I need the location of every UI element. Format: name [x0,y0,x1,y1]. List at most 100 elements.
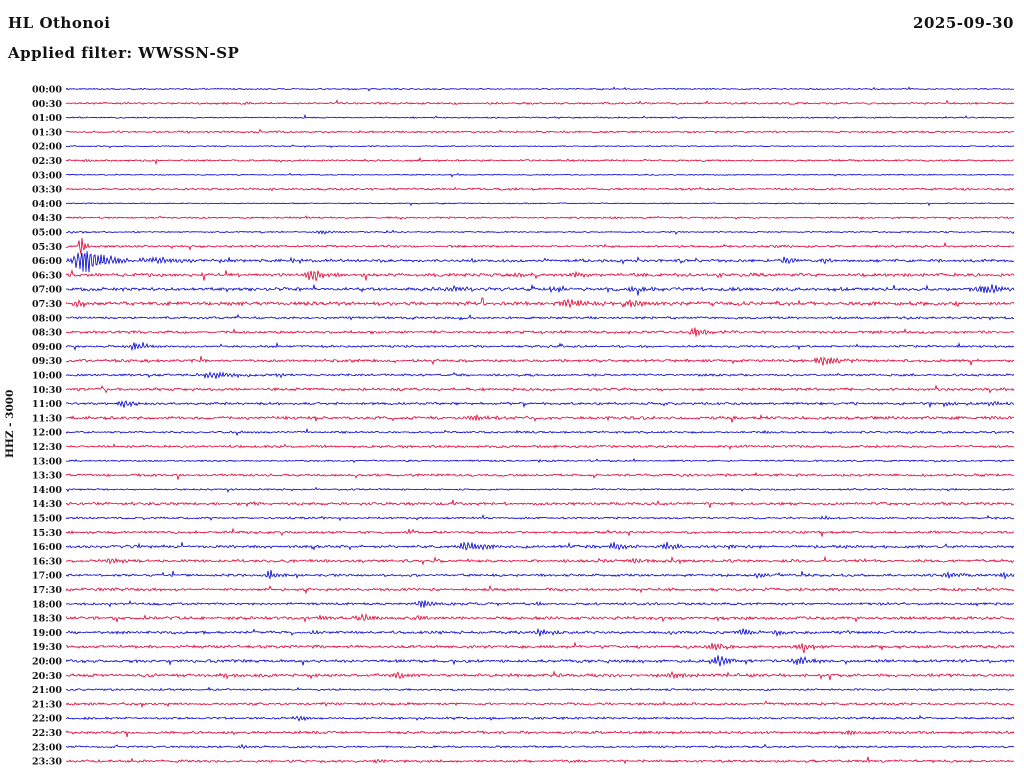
seismogram-trace [65,202,1015,207]
time-label: 07:30 [32,299,62,310]
time-label: 10:00 [32,371,62,382]
seismogram-trace [65,756,1015,765]
time-label: 16:00 [32,542,62,553]
time-label: 15:00 [32,514,62,525]
seismogram-trace [65,641,1015,654]
seismogram-trace [65,743,1015,750]
seismogram-trace [65,413,1015,423]
seismogram-trace [65,599,1015,608]
time-label: 13:00 [32,456,62,467]
time-label: 12:30 [32,442,62,453]
seismogram-trace [65,215,1015,221]
time-label: 14:00 [32,485,62,496]
filter-label: Applied filter: WWSSN-SP [8,44,240,62]
seismogram-trace [65,400,1015,409]
time-label: 06:00 [32,256,62,267]
seismogram-trace [65,237,1015,255]
seismogram-trace [65,355,1015,366]
seismogram-trace [65,251,1015,273]
time-label: 15:30 [32,528,62,539]
seismogram-trace [65,229,1015,235]
time-label: 01:30 [32,127,62,138]
station-title: HL Othonoi [8,14,111,32]
time-label: 23:30 [32,757,62,768]
time-label: 12:00 [32,428,62,439]
time-label: 05:00 [32,228,62,239]
seismogram-trace [65,86,1015,92]
time-label: 22:30 [32,728,62,739]
seismogram-trace [65,714,1015,722]
seismogram-trace [65,613,1015,624]
time-label: 11:00 [32,399,62,410]
seismogram-trace [65,569,1015,581]
time-label: 02:30 [32,156,62,167]
seismogram-trace [65,627,1015,637]
seismogram-trace [65,99,1015,106]
time-label: 01:00 [32,113,62,124]
time-label: 03:00 [32,170,62,181]
seismogram-trace [65,269,1015,282]
time-label: 08:00 [32,313,62,324]
time-label: 23:00 [32,742,62,753]
time-label: 20:30 [32,671,62,682]
seismogram-trace [65,527,1015,537]
seismogram-trace [65,555,1015,566]
time-label: 13:30 [32,471,62,482]
time-label: 00:30 [32,99,62,110]
seismogram-trace [65,514,1015,522]
seismogram-trace [65,128,1015,134]
seismogram-trace [65,297,1015,309]
seismogram-trace [65,370,1015,380]
seismogram-trace [65,670,1015,681]
seismogram-trace [65,729,1015,738]
time-label: 03:30 [32,185,62,196]
seismogram-trace [65,541,1015,551]
time-label: 18:30 [32,614,62,625]
time-label: 11:30 [32,413,62,424]
seismogram-trace [65,313,1015,321]
time-label: 18:00 [32,599,62,610]
time-label: 21:30 [32,699,62,710]
seismogram-trace [65,283,1015,296]
time-label: 19:00 [32,628,62,639]
seismogram-trace [65,686,1015,692]
seismogram-trace [65,114,1015,120]
seismogram-trace [65,427,1015,437]
seismogram-trace [65,471,1015,480]
time-label: 00:00 [32,85,62,96]
date-label: 2025-09-30 [913,14,1014,32]
time-label: 08:30 [32,328,62,339]
time-label: 14:30 [32,499,62,510]
time-label: 02:00 [32,142,62,153]
seismogram-trace [65,499,1015,508]
time-label: 22:00 [32,714,62,725]
seismogram-trace [65,186,1015,192]
time-label: 10:30 [32,385,62,396]
seismogram-trace [65,156,1015,166]
seismogram-trace [65,384,1015,394]
seismogram-trace [65,655,1015,667]
time-label: 17:00 [32,571,62,582]
time-label: 19:30 [32,642,62,653]
time-label: 04:00 [32,199,62,210]
time-label: 05:30 [32,242,62,253]
seismogram-trace [65,486,1015,493]
seismogram-trace [65,700,1015,709]
time-label: 09:00 [32,342,62,353]
time-label: 06:30 [32,270,62,281]
seismogram-trace [65,443,1015,450]
seismogram-trace [65,341,1015,352]
time-label: 17:30 [32,585,62,596]
time-label: 16:30 [32,556,62,567]
seismogram-trace [65,457,1015,464]
seismogram-trace [65,327,1015,337]
time-label: 04:30 [32,213,62,224]
time-label: 20:00 [32,657,62,668]
seismogram-trace [65,144,1015,149]
time-label: 07:00 [32,285,62,296]
seismogram-trace [65,584,1015,595]
time-label: 21:00 [32,685,62,696]
time-label: 09:30 [32,356,62,367]
seismogram-trace [65,172,1015,178]
